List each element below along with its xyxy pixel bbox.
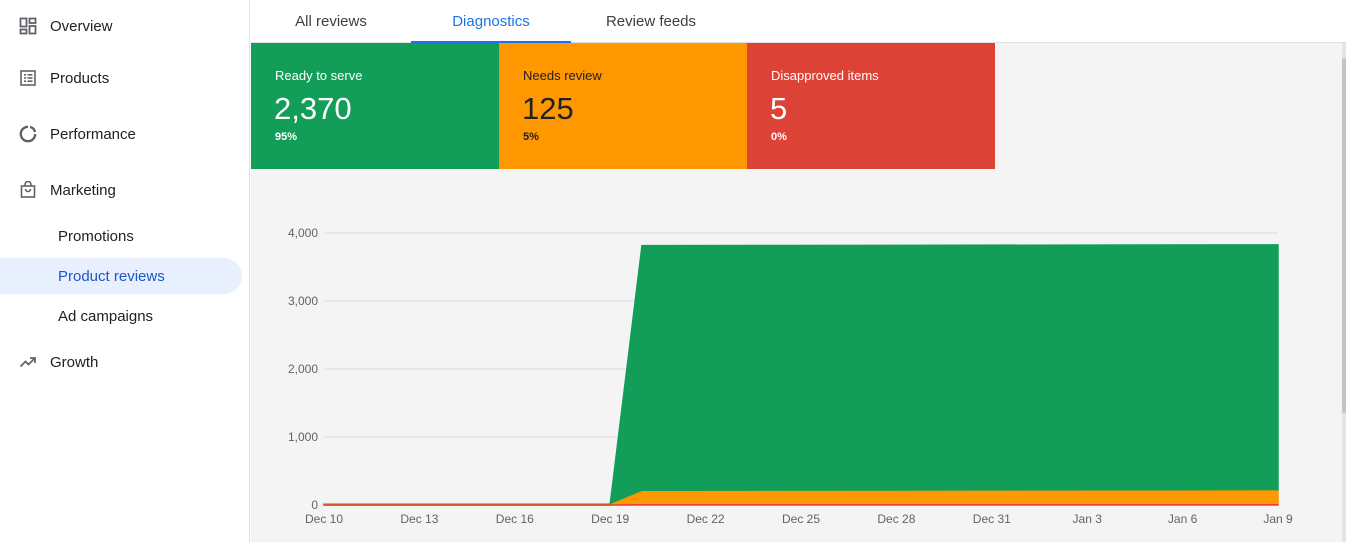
sidebar-item-label: Promotions <box>58 227 134 245</box>
y-tick-label: 2,000 <box>288 362 318 376</box>
sidebar-item-overview[interactable]: Overview <box>0 8 242 44</box>
card-value: 125 <box>522 91 574 126</box>
dashboard-icon <box>19 17 37 35</box>
sidebar-item-product-reviews[interactable]: Product reviews <box>0 258 242 294</box>
x-tick-label: Dec 13 <box>400 512 438 526</box>
status-card-ready[interactable]: Ready to serve 2,370 95% <box>251 43 499 169</box>
donut-chart-icon <box>19 125 37 143</box>
vertical-scrollbar[interactable] <box>1342 43 1346 542</box>
y-tick-label: 1,000 <box>288 430 318 444</box>
tab-all-reviews[interactable]: All reviews <box>295 12 367 30</box>
sidebar-item-label: Product reviews <box>58 267 165 285</box>
y-tick-label: 4,000 <box>288 226 318 240</box>
x-tick-label: Dec 28 <box>877 512 915 526</box>
sidebar-item-performance[interactable]: Performance <box>0 116 242 152</box>
card-title: Ready to serve <box>275 68 363 83</box>
card-percent: 5% <box>523 131 539 143</box>
sidebar-item-label: Ad campaigns <box>58 307 154 325</box>
card-percent: 95% <box>275 131 298 143</box>
tab-review-feeds[interactable]: Review feeds <box>605 12 697 30</box>
tab-bar: All reviews Diagnostics Review feeds <box>251 0 1346 43</box>
y-tick-label: 0 <box>311 498 318 512</box>
sidebar-item-marketing[interactable]: Marketing <box>0 172 242 208</box>
sidebar-item-products[interactable]: Products <box>0 60 242 96</box>
x-tick-label: Dec 19 <box>591 512 629 526</box>
x-tick-label: Dec 10 <box>305 512 343 526</box>
card-percent: 0% <box>771 131 787 143</box>
status-history-chart: 0 1,000 2,000 3,000 4,000 Dec 10 Dec 13 Dec 16 D… <box>251 213 1342 542</box>
sidebar-item-growth[interactable]: Growth <box>0 344 242 380</box>
trending-up-icon <box>19 357 36 368</box>
shopping-bag-icon <box>20 181 36 198</box>
sidebar-item-label: Products <box>50 69 110 87</box>
sidebar-item-label: Growth <box>50 353 99 371</box>
sidebar-item-ad-campaigns[interactable]: Ad campaigns <box>0 298 242 334</box>
x-tick-label: Dec 31 <box>973 512 1011 526</box>
card-value: 2,370 <box>274 91 352 126</box>
chart-svg: 0 1,000 2,000 3,000 4,000 Dec 10 Dec 13 Dec 16 D… <box>288 226 1293 526</box>
area-series <box>324 490 1279 506</box>
tab-diagnostics[interactable]: Diagnostics <box>411 0 571 43</box>
diagnostics-panel: Ready to serve 2,370 95% Needs review 12… <box>251 43 1342 542</box>
x-tick-label: Jan 6 <box>1168 512 1198 526</box>
x-tick-label: Dec 22 <box>687 512 725 526</box>
sidebar-item-promotions[interactable]: Promotions <box>0 218 242 254</box>
scrollbar-thumb[interactable] <box>1342 58 1346 413</box>
list-icon <box>20 70 36 86</box>
x-tick-label: Dec 25 <box>782 512 820 526</box>
sidebar-item-label: Performance <box>50 125 136 143</box>
card-title: Needs review <box>523 68 602 83</box>
x-tick-label: Dec 16 <box>496 512 534 526</box>
x-tick-label: Jan 3 <box>1073 512 1103 526</box>
area-series <box>323 244 1279 506</box>
y-tick-label: 3,000 <box>288 294 318 308</box>
x-tick-label: Jan 9 <box>1263 512 1293 526</box>
sidebar-item-label: Marketing <box>50 181 116 199</box>
status-card-needs-review[interactable]: Needs review 125 5% <box>499 43 747 169</box>
status-card-disapproved[interactable]: Disapproved items 5 0% <box>747 43 995 169</box>
card-title: Disapproved items <box>771 68 879 83</box>
sidebar-item-label: Overview <box>50 17 113 35</box>
card-value: 5 <box>770 91 788 126</box>
sidebar: Overview Products Performance Marketing … <box>0 0 250 542</box>
